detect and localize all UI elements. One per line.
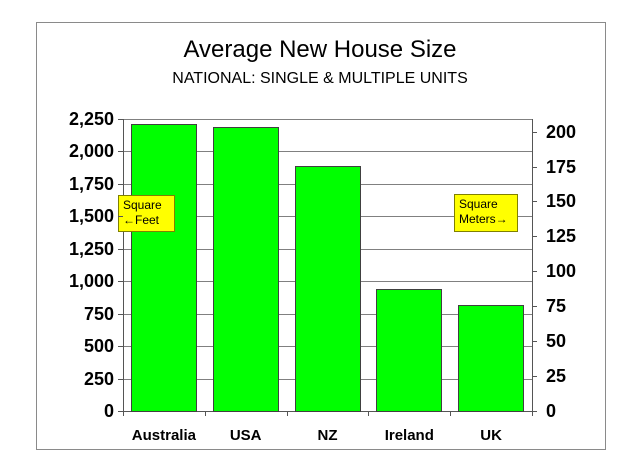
right-y-tick-label: 50 — [546, 331, 567, 352]
x-tick-label: NZ — [317, 427, 338, 444]
annotation-line: Meters→ — [459, 212, 508, 226]
left-y-tick-label: 1,000 — [68, 271, 114, 292]
left-y-tick — [118, 216, 123, 218]
left-y-tick — [118, 313, 123, 315]
left-y-tick — [118, 183, 123, 185]
bar-uk — [458, 305, 525, 412]
left-y-tick — [118, 248, 123, 250]
bar-ireland — [376, 288, 443, 412]
x-tick-label: Australia — [131, 427, 196, 444]
bar-australia — [130, 123, 197, 412]
chart-title: Average New House Size — [183, 36, 457, 63]
right-y-tick — [532, 376, 537, 378]
left-y-tick — [118, 151, 123, 153]
right-y-tick-label: 25 — [546, 366, 567, 387]
right-y-tick — [532, 201, 537, 203]
right-y-axis — [532, 119, 533, 412]
chart-subtitle: NATIONAL: SINGLE & MULTIPLE UNITS — [172, 70, 468, 87]
x-tick — [123, 411, 124, 416]
left-y-tick-label: 750 — [83, 303, 114, 324]
right-y-tick — [532, 341, 537, 343]
right-y-tick — [532, 131, 537, 133]
x-tick — [204, 411, 206, 416]
right-y-tick — [532, 236, 537, 238]
x-tick — [368, 411, 370, 416]
right-y-tick — [532, 306, 537, 308]
gridline — [123, 151, 532, 153]
left-y-tick-label: 1,750 — [68, 173, 114, 194]
right-y-tick — [532, 411, 537, 412]
right-y-tick-label: 200 — [546, 121, 577, 142]
left-y-tick — [118, 378, 123, 380]
right-y-tick-label: 0 — [546, 401, 557, 421]
left-y-axis — [123, 119, 124, 412]
square-feet-annotation: Square ←Feet — [118, 195, 175, 232]
right-y-tick-label: 100 — [546, 261, 577, 282]
left-y-tick-label: 1,500 — [68, 206, 114, 227]
right-y-tick-label: 150 — [546, 191, 577, 212]
annotation-line: Square — [459, 197, 498, 211]
gridline — [123, 119, 532, 120]
x-tick-label: Ireland — [384, 427, 434, 444]
left-y-tick-label: 250 — [83, 368, 114, 389]
bar-usa — [212, 127, 279, 412]
left-y-tick-label: 0 — [103, 401, 114, 421]
left-y-tick-label: 1,250 — [68, 238, 114, 259]
left-y-tick — [118, 119, 123, 120]
annotation-line: Square — [123, 198, 162, 212]
left-y-tick-label: 2,250 — [68, 109, 114, 129]
square-meters-annotation: Square Meters→ — [454, 194, 518, 232]
right-y-tick-label: 75 — [546, 296, 567, 317]
x-tick — [286, 411, 288, 416]
right-y-tick-label: 125 — [546, 226, 577, 247]
left-y-tick — [118, 346, 123, 348]
x-tick-label: USA — [229, 427, 262, 444]
right-y-tick-label: 175 — [546, 156, 577, 177]
x-tick-label: UK — [480, 427, 502, 444]
x-tick — [450, 411, 452, 416]
left-y-tick-label: 500 — [83, 336, 114, 357]
left-y-tick-label: 2,000 — [68, 141, 114, 162]
right-y-tick — [532, 166, 537, 168]
left-y-tick — [118, 281, 123, 283]
annotation-line: ←Feet — [123, 213, 160, 227]
left-y-tick — [118, 411, 123, 412]
bar-nz — [294, 165, 361, 412]
right-y-tick — [532, 271, 537, 273]
x-tick — [532, 411, 533, 416]
